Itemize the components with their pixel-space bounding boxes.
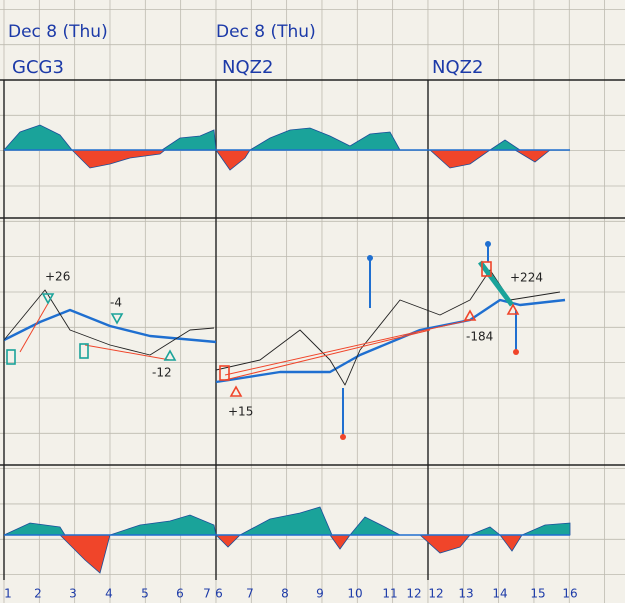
average-line xyxy=(3,308,217,344)
x-label: 15 xyxy=(530,587,545,601)
price-line xyxy=(215,269,561,386)
symbol: NQZ2 xyxy=(432,57,483,78)
drawing xyxy=(3,124,571,574)
x-label: 12 xyxy=(428,587,443,601)
x-label: 2 xyxy=(34,587,42,601)
spike-dot xyxy=(485,241,491,247)
x-label: 4 xyxy=(105,587,113,601)
x-label: 13 xyxy=(458,587,473,601)
annotation: +224 xyxy=(510,271,543,285)
marker xyxy=(163,349,177,361)
x-label: 3 xyxy=(69,587,77,601)
annotation: +26 xyxy=(45,270,70,284)
spike-dot xyxy=(513,349,519,355)
trade-line xyxy=(19,299,51,353)
spike-dot xyxy=(340,434,346,440)
x-label: 8 xyxy=(281,587,289,601)
marker xyxy=(41,293,55,305)
date: Dec 8 (Thu) xyxy=(216,22,316,42)
annotation: +15 xyxy=(228,405,253,419)
x-label: 6 xyxy=(176,587,184,601)
symbol: GCG3 xyxy=(12,57,64,78)
trade-bar xyxy=(477,260,515,307)
x-label: 9 xyxy=(316,587,324,601)
marker xyxy=(79,343,89,359)
marker xyxy=(110,313,124,325)
x-label: 16 xyxy=(562,587,577,601)
symbol: NQZ2 xyxy=(222,57,273,78)
annotation: -184 xyxy=(466,330,493,344)
x-label: 7 xyxy=(203,587,211,601)
spike-dot xyxy=(367,255,373,261)
marker xyxy=(6,349,16,365)
trade-line xyxy=(84,344,171,361)
marker xyxy=(219,365,230,381)
x-label: 5 xyxy=(141,587,149,601)
x-label: 6 xyxy=(215,587,223,601)
x-label: 14 xyxy=(492,587,507,601)
marker xyxy=(481,261,492,277)
marker xyxy=(463,309,477,321)
date: Dec 8 (Thu) xyxy=(8,22,108,42)
marker xyxy=(506,303,520,315)
x-label: 10 xyxy=(347,587,362,601)
x-label: 1 xyxy=(4,587,12,601)
price-line xyxy=(3,289,215,356)
annotation: -12 xyxy=(152,366,172,380)
trade-line xyxy=(224,329,431,381)
annotation: -4 xyxy=(110,296,122,310)
oscillator-area xyxy=(248,127,401,151)
x-label: 12 xyxy=(406,587,421,601)
x-label: 7 xyxy=(246,587,254,601)
marker xyxy=(229,385,243,397)
trade-line xyxy=(224,319,471,376)
x-label: 11 xyxy=(382,587,397,601)
